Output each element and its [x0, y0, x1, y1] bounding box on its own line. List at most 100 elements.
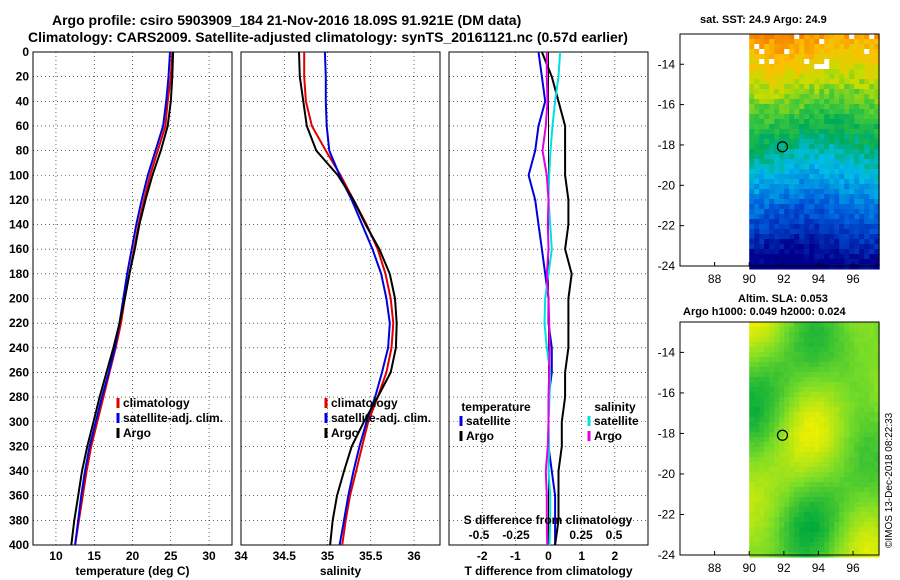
sla_map-cell — [849, 532, 855, 538]
sla_map-cell — [839, 512, 845, 518]
sst_map-cell — [754, 64, 760, 70]
sla_map-cell — [829, 327, 835, 333]
sst_map-cell — [794, 79, 800, 85]
sst_map-ytick-label: -18 — [658, 138, 676, 152]
sla_map-cell — [774, 427, 780, 433]
sst_map-cell — [829, 174, 835, 180]
sla_map-cell — [794, 447, 800, 453]
sst_map-cell — [854, 254, 860, 260]
sst_map-cell — [779, 84, 785, 90]
sst_map-cell — [774, 134, 780, 140]
sst_map-cell — [774, 64, 780, 70]
sst_map-cell — [819, 264, 825, 270]
sla_map-cell — [829, 542, 835, 548]
sla_map-cell — [774, 522, 780, 528]
sst_map-cell — [814, 229, 820, 235]
sst_map-cell — [834, 109, 840, 115]
sla_map-cell — [769, 387, 775, 393]
sst_map-ytick-label: -24 — [658, 259, 676, 273]
sla_map-cell — [854, 382, 860, 388]
sst_map-cell — [794, 114, 800, 120]
sst_map-cell — [814, 239, 820, 245]
sla_map-cell — [874, 447, 880, 453]
sla_map-cell — [819, 322, 825, 328]
sla_map-cell — [819, 377, 825, 383]
sla_map-cell — [749, 422, 755, 428]
sst_map-cell — [819, 219, 825, 225]
sla_map-cell — [874, 482, 880, 488]
sla_map-cell — [784, 347, 790, 353]
sst_map-cell — [769, 229, 775, 235]
sla_map-cell — [869, 487, 875, 493]
sla_map-cell — [869, 332, 875, 338]
sst_map-cell — [834, 224, 840, 230]
sla_map-cell — [749, 417, 755, 423]
sla_map-cell — [824, 492, 830, 498]
sst_map-cell — [769, 164, 775, 170]
sla_map-cell — [859, 452, 865, 458]
sla_map-cell — [754, 427, 760, 433]
sla_map-cell — [784, 362, 790, 368]
sla_map-cell — [814, 477, 820, 483]
sst_map-cell — [774, 79, 780, 85]
sla_map-cell — [844, 337, 850, 343]
sla_map-cell — [789, 447, 795, 453]
sla_map-cell — [784, 397, 790, 403]
sst_map-cell — [854, 149, 860, 155]
sla_map-cell — [784, 547, 790, 553]
sla_map-cell — [834, 502, 840, 508]
sst_map-cell — [864, 259, 870, 265]
sst_map-cell — [804, 79, 810, 85]
sla_map-cell — [779, 502, 785, 508]
sla_map-cell — [789, 512, 795, 518]
sla_map-cell — [814, 447, 820, 453]
sst_map-cell — [859, 59, 865, 65]
sla_map-cell — [794, 362, 800, 368]
sla_map-cell — [834, 337, 840, 343]
sst_map-cell — [759, 44, 765, 50]
sla_map-cell — [759, 432, 765, 438]
sst_map-cell — [844, 34, 850, 40]
sst_map-cell — [809, 219, 815, 225]
sla_map-cell — [774, 467, 780, 473]
sst_map-cell — [799, 219, 805, 225]
sla_map-cell — [849, 327, 855, 333]
sst_map-cell — [874, 49, 880, 55]
sla_map-cell — [779, 362, 785, 368]
sla_map-cell — [769, 492, 775, 498]
sla_map-cell — [869, 327, 875, 333]
sst_map-cell — [869, 44, 875, 50]
sst_map-cell — [794, 89, 800, 95]
sst_map-cell — [774, 39, 780, 45]
sst_map-cell — [804, 124, 810, 130]
sla_map-cell — [824, 357, 830, 363]
sla_map-cell — [814, 327, 820, 333]
sla_map-cell — [749, 442, 755, 448]
sst_map-cell — [844, 189, 850, 195]
sla_map-cell — [859, 407, 865, 413]
sla_map-cell — [784, 377, 790, 383]
sla_map-cell — [749, 402, 755, 408]
sla_map-cell — [844, 487, 850, 493]
sla_map-cell — [809, 457, 815, 463]
sst_map-cell — [849, 44, 855, 50]
sst_map-cell — [849, 234, 855, 240]
sst_map-cell — [854, 79, 860, 85]
sst_map-cell — [789, 189, 795, 195]
sla_map-cell — [794, 417, 800, 423]
sla_map-cell — [779, 547, 785, 553]
sst_map-cell — [784, 209, 790, 215]
sst_map-cell — [829, 34, 835, 40]
sla_map-cell — [789, 392, 795, 398]
sla_map-cell — [854, 502, 860, 508]
sst_map-cell — [859, 139, 865, 145]
sla_map-cell — [769, 427, 775, 433]
sst_map-cell — [864, 204, 870, 210]
sla_map-cell — [869, 362, 875, 368]
sla_map-cell — [864, 472, 870, 478]
sst_map-cell — [779, 179, 785, 185]
sla_map-cell — [844, 357, 850, 363]
sst_map-cell — [769, 199, 775, 205]
sst_map-cell — [854, 239, 860, 245]
sst_map-cell — [794, 234, 800, 240]
